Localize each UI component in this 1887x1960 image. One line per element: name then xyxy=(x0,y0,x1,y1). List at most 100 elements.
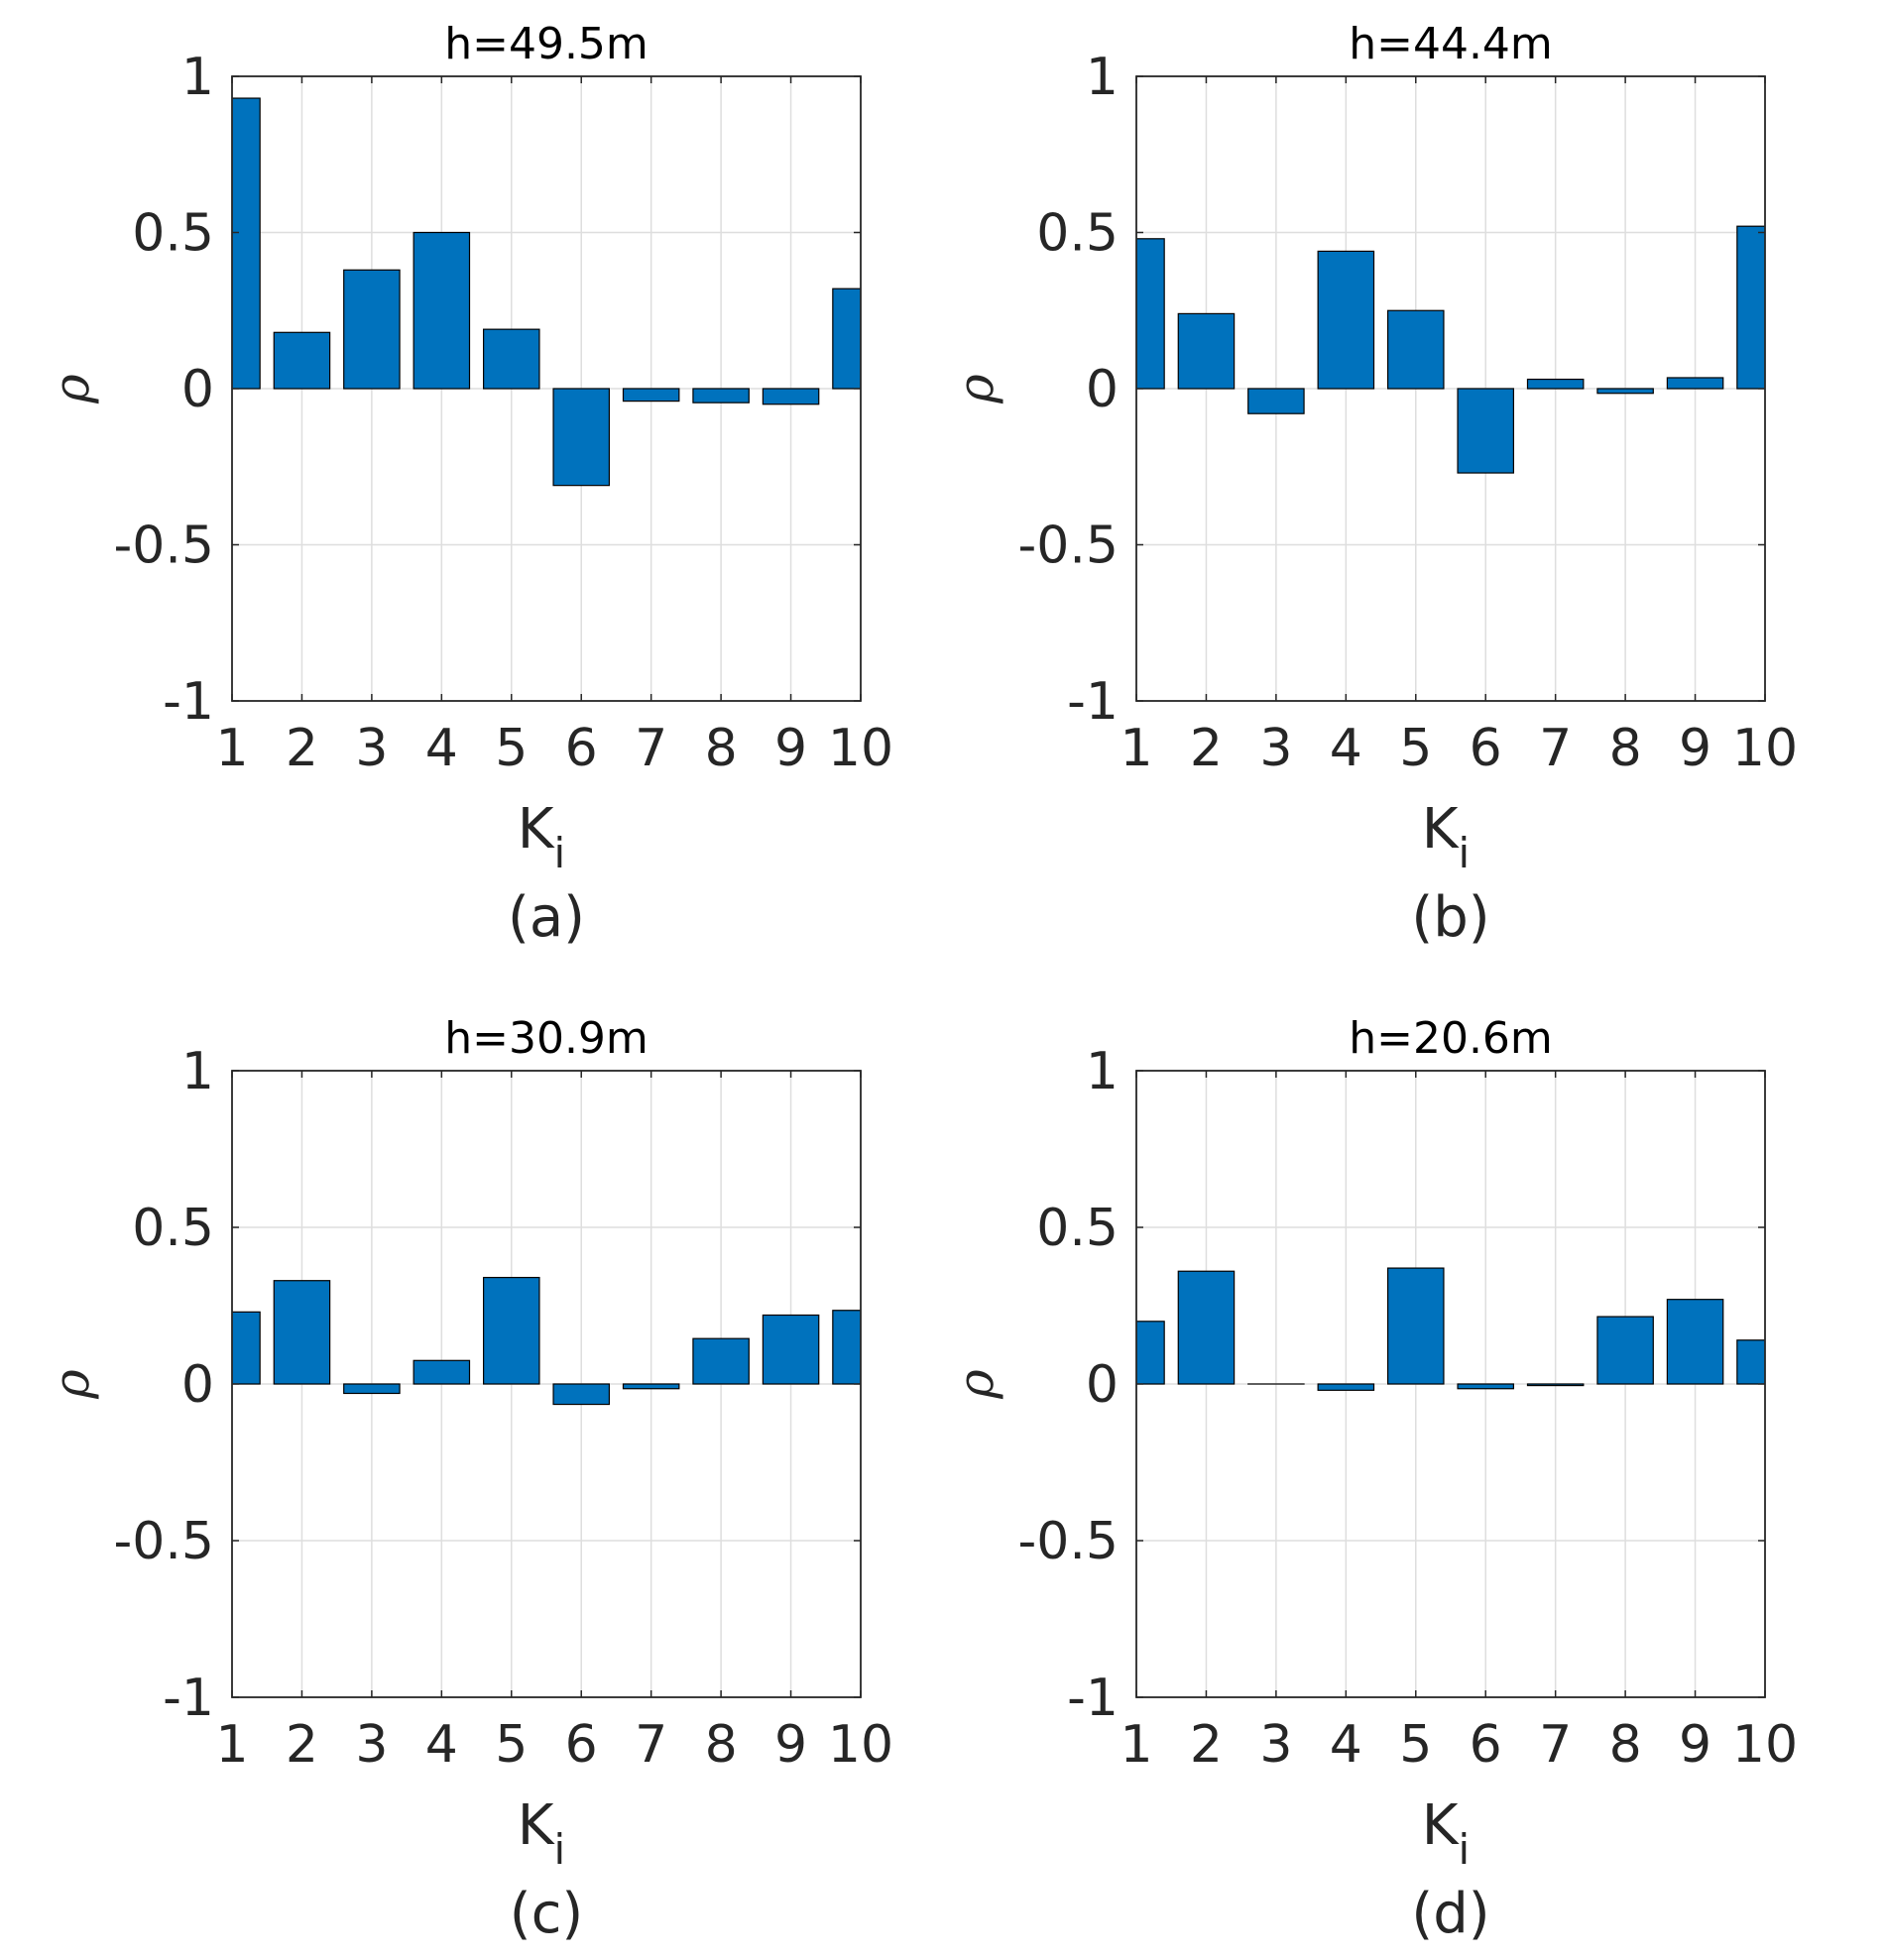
x-tick-label: 2 xyxy=(1190,719,1223,778)
panel-caption: (d) xyxy=(1411,1882,1489,1946)
x-tick-label: 9 xyxy=(774,1715,807,1775)
bar xyxy=(1136,1321,1165,1385)
bar xyxy=(1317,1383,1375,1391)
x-axis-label: Ki xyxy=(1422,797,1470,877)
y-axis-label: ρ xyxy=(947,1369,1004,1400)
bar xyxy=(413,1359,471,1385)
bar xyxy=(762,1314,820,1385)
bar xyxy=(1177,312,1236,390)
y-tick-label: 0 xyxy=(1086,360,1119,419)
x-tick-label: 5 xyxy=(1399,719,1432,778)
x-tick-label: 6 xyxy=(565,1715,598,1775)
y-tick-label: -0.5 xyxy=(114,1512,214,1571)
bar xyxy=(273,1280,331,1385)
x-tick-label: 3 xyxy=(1259,1715,1292,1775)
chart-title: h=20.6m xyxy=(1349,1013,1553,1064)
bar xyxy=(1457,388,1514,474)
x-tick-label: 6 xyxy=(1470,1715,1502,1775)
x-tick-label: 5 xyxy=(495,719,528,778)
bar xyxy=(1177,1270,1236,1385)
bar xyxy=(1666,1299,1724,1385)
x-tick-label: 5 xyxy=(1399,1715,1432,1775)
y-tick-label: 1 xyxy=(1086,1042,1119,1101)
bar xyxy=(232,1311,261,1385)
x-tick-label: 10 xyxy=(828,719,893,778)
bar xyxy=(1457,1383,1514,1390)
bar xyxy=(1596,1316,1654,1385)
chart-title: h=44.4m xyxy=(1349,19,1553,69)
x-tick-label: 1 xyxy=(1120,1715,1152,1775)
x-tick-label: 6 xyxy=(1470,719,1502,778)
bar xyxy=(692,1337,750,1385)
x-tick-label: 1 xyxy=(215,719,248,778)
y-tick-label: -1 xyxy=(163,672,214,732)
x-tick-label: 2 xyxy=(286,1715,318,1775)
bar xyxy=(343,269,401,390)
x-tick-label: 1 xyxy=(215,1715,248,1775)
x-tick-label: 5 xyxy=(495,1715,528,1775)
bars-group xyxy=(1136,1267,1765,1391)
x-tick-label: 3 xyxy=(355,1715,388,1775)
bar xyxy=(273,331,331,390)
bar xyxy=(1666,377,1724,390)
bar xyxy=(1736,225,1765,390)
x-tick-label: 7 xyxy=(635,1715,667,1775)
y-axis-label: ρ xyxy=(947,374,1004,404)
chart-title: h=30.9m xyxy=(444,1013,649,1064)
x-tick-label: 4 xyxy=(425,719,458,778)
bars-group xyxy=(232,1276,861,1406)
bar xyxy=(552,388,610,487)
bar xyxy=(483,328,540,390)
bar xyxy=(343,1383,401,1395)
y-tick-label: 1 xyxy=(181,1042,214,1101)
y-tick-label: 0 xyxy=(1086,1355,1119,1415)
panel-caption: (c) xyxy=(510,1882,583,1946)
x-tick-label: 8 xyxy=(1609,719,1642,778)
x-tick-label: 2 xyxy=(286,719,318,778)
y-tick-label: 0.5 xyxy=(132,204,214,264)
y-axis-label: ρ xyxy=(43,374,100,404)
x-tick-label: 7 xyxy=(1539,1715,1572,1775)
bar xyxy=(622,1383,680,1390)
y-tick-label: -1 xyxy=(1067,672,1119,732)
x-tick-label: 9 xyxy=(774,719,807,778)
y-tick-label: 0.5 xyxy=(1036,204,1119,264)
x-tick-label: 6 xyxy=(565,719,598,778)
x-tick-label: 10 xyxy=(1732,719,1798,778)
y-tick-label: 0.5 xyxy=(132,1199,214,1258)
bar xyxy=(622,388,680,403)
x-tick-label: 10 xyxy=(828,1715,893,1775)
x-tick-label: 3 xyxy=(355,719,388,778)
x-tick-label: 10 xyxy=(1732,1715,1798,1775)
bars-group xyxy=(232,97,861,487)
x-tick-label: 7 xyxy=(635,719,667,778)
x-tick-label: 4 xyxy=(425,1715,458,1775)
chart-title: h=49.5m xyxy=(444,19,649,69)
x-tick-label: 4 xyxy=(1330,1715,1362,1775)
y-tick-label: 0 xyxy=(181,360,214,419)
x-axis-label: Ki xyxy=(518,1793,565,1874)
panel-caption: (a) xyxy=(508,885,585,950)
x-tick-label: 8 xyxy=(705,1715,738,1775)
bar xyxy=(1247,388,1305,414)
x-tick-label: 1 xyxy=(1120,719,1152,778)
bar xyxy=(1386,309,1445,390)
x-tick-label: 3 xyxy=(1259,719,1292,778)
y-tick-label: -1 xyxy=(1067,1669,1119,1728)
y-tick-label: 1 xyxy=(1086,48,1119,107)
x-tick-label: 2 xyxy=(1190,1715,1223,1775)
bar xyxy=(413,231,471,390)
x-tick-label: 7 xyxy=(1539,719,1572,778)
x-axis-label: Ki xyxy=(1422,1793,1470,1874)
x-tick-label: 8 xyxy=(705,719,738,778)
y-tick-label: -0.5 xyxy=(1018,1512,1119,1571)
x-tick-label: 4 xyxy=(1330,719,1362,778)
bar xyxy=(1596,388,1654,395)
x-axis-label: Ki xyxy=(518,797,565,877)
bar xyxy=(232,97,261,390)
bar xyxy=(692,388,750,404)
